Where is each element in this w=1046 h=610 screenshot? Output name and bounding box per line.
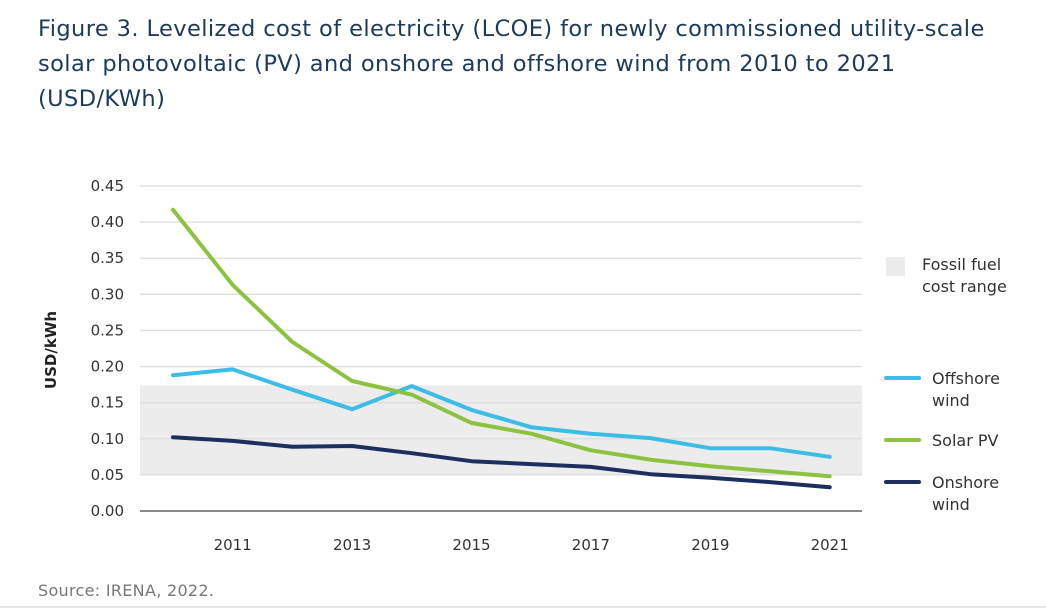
x-tick-label: 2011 [214, 536, 252, 554]
y-tick-label: 0.05 [91, 466, 124, 484]
y-tick-label: 0.10 [91, 430, 124, 448]
legend-label-fossil-fuel: cost range [922, 277, 1007, 296]
x-tick-label: 2019 [691, 536, 729, 554]
x-tick-label: 2013 [333, 536, 371, 554]
y-tick-label: 0.30 [91, 285, 124, 303]
y-tick-label: 0.20 [91, 358, 124, 376]
y-tick-label: 0.15 [91, 394, 124, 412]
x-tick-label: 2017 [572, 536, 610, 554]
legend-label-offshore-wind: Offshore [932, 369, 1000, 388]
source-note: Source: IRENA, 2022. [38, 581, 215, 600]
y-axis-label: USD/kWh [42, 311, 60, 389]
legend-label-solar-pv: Solar PV [932, 431, 999, 450]
gridlines [140, 185, 862, 512]
legend-label-onshore-wind: wind [932, 495, 970, 514]
legend: Fossil fuel cost range Offshore wind Solar P… [884, 255, 1007, 514]
legend-label-offshore-wind: wind [932, 391, 970, 410]
figure-title: Figure 3. Levelized cost of electricity … [38, 16, 985, 112]
y-tick-label: 0.25 [91, 321, 124, 339]
y-tick-label: 0.35 [91, 249, 124, 267]
y-tick-label: 0.40 [91, 213, 124, 231]
series-line-offshore-wind [171, 367, 832, 459]
series-line-onshore-wind [171, 435, 832, 490]
x-tick-label: 2015 [452, 536, 490, 554]
x-tick-labels: 2011 2013 2015 2017 2019 2021 [214, 536, 849, 554]
legend-swatch-fossil-fuel [886, 257, 905, 276]
series-line-solar-pv [171, 207, 832, 479]
bottom-divider [0, 606, 1046, 608]
x-tick-label: 2021 [811, 536, 849, 554]
y-tick-labels: 0.00 0.05 0.10 0.15 0.20 0.25 0.30 0.35 0.40 0.45 [91, 177, 124, 520]
y-tick-label: 0.45 [91, 177, 124, 195]
legend-label-onshore-wind: Onshore [932, 473, 999, 492]
y-tick-label: 0.00 [91, 502, 124, 520]
series-lines [171, 207, 832, 490]
legend-label-fossil-fuel: Fossil fuel [922, 255, 1001, 274]
